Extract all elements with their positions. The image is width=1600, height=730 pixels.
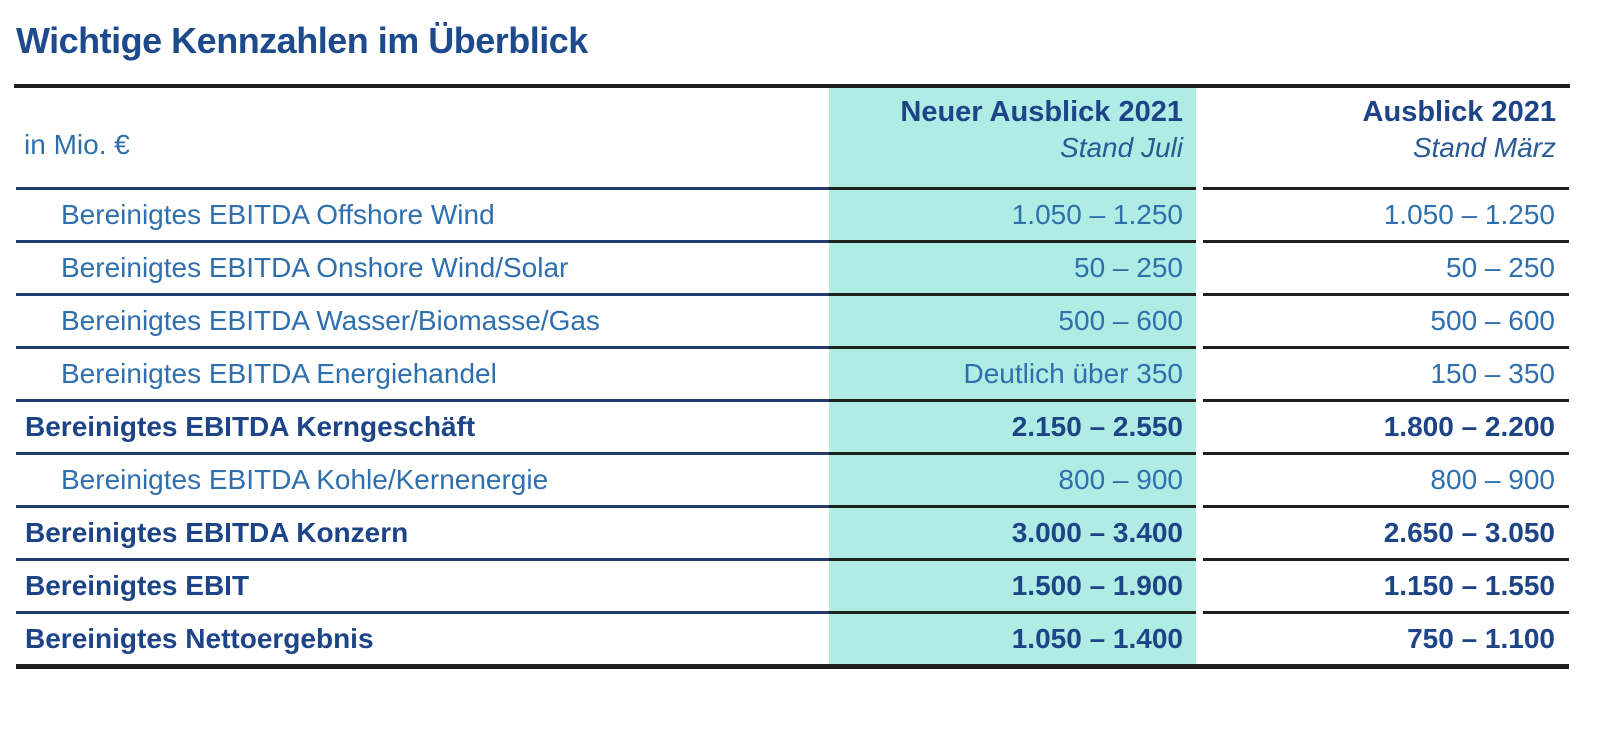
column-gap bbox=[1196, 558, 1203, 611]
column-header-new-outlook-subtitle: Stand Juli bbox=[1060, 131, 1183, 163]
kpi-table: in Mio. € Neuer Ausblick 2021 Stand Juli… bbox=[16, 88, 1569, 669]
table-row: Bereinigtes Nettoergebnis 1.050 – 1.400 … bbox=[16, 611, 1569, 664]
row-value-new-outlook: 1.050 – 1.250 bbox=[829, 187, 1196, 240]
column-gap bbox=[1196, 187, 1203, 240]
row-label: Bereinigtes EBITDA Onshore Wind/Solar bbox=[16, 240, 829, 293]
row-value-new-outlook: 50 – 250 bbox=[829, 240, 1196, 293]
column-gap bbox=[1196, 240, 1203, 293]
column-gap bbox=[1196, 399, 1203, 452]
row-label: Bereinigtes EBIT bbox=[16, 558, 829, 611]
table-row: Bereinigtes EBITDA Onshore Wind/Solar 50… bbox=[16, 240, 1569, 293]
column-header-new-outlook: Neuer Ausblick 2021 Stand Juli bbox=[829, 88, 1196, 187]
row-value-new-outlook: 2.150 – 2.550 bbox=[829, 399, 1196, 452]
column-header-new-outlook-title: Neuer Ausblick 2021 bbox=[900, 96, 1183, 128]
column-header-old-outlook-subtitle: Stand März bbox=[1412, 131, 1556, 163]
table-row: Bereinigtes EBIT 1.500 – 1.900 1.150 – 1… bbox=[16, 558, 1569, 611]
table-row: Bereinigtes EBITDA Wasser/Biomasse/Gas 5… bbox=[16, 293, 1569, 346]
row-label: Bereinigtes EBITDA Kohle/Kernenergie bbox=[16, 452, 829, 505]
unit-label: in Mio. € bbox=[24, 129, 130, 160]
row-value-old-outlook: 800 – 900 bbox=[1203, 452, 1569, 505]
table-body: Bereinigtes EBITDA Offshore Wind 1.050 –… bbox=[16, 187, 1569, 664]
row-value-old-outlook: 1.150 – 1.550 bbox=[1203, 558, 1569, 611]
row-value-old-outlook: 2.650 – 3.050 bbox=[1203, 505, 1569, 558]
column-gap bbox=[1196, 88, 1203, 187]
column-gap bbox=[1196, 346, 1203, 399]
row-value-old-outlook: 750 – 1.100 bbox=[1203, 611, 1569, 664]
table-header-row: in Mio. € Neuer Ausblick 2021 Stand Juli… bbox=[16, 88, 1569, 187]
row-label: Bereinigtes EBITDA Konzern bbox=[16, 505, 829, 558]
row-value-new-outlook: 500 – 600 bbox=[829, 293, 1196, 346]
row-value-new-outlook: 1.050 – 1.400 bbox=[829, 611, 1196, 664]
column-header-old-outlook-title: Ausblick 2021 bbox=[1362, 96, 1556, 128]
column-gap bbox=[1196, 293, 1203, 346]
row-value-old-outlook: 1.800 – 2.200 bbox=[1203, 399, 1569, 452]
row-value-old-outlook: 150 – 350 bbox=[1203, 346, 1569, 399]
row-label: Bereinigtes Nettoergebnis bbox=[16, 611, 829, 664]
row-label: Bereinigtes EBITDA Energiehandel bbox=[16, 346, 829, 399]
column-gap bbox=[1196, 611, 1203, 664]
table-row: Bereinigtes EBITDA Energiehandel Deutlic… bbox=[16, 346, 1569, 399]
table-row: Bereinigtes EBITDA Kohle/Kernenergie 800… bbox=[16, 452, 1569, 505]
row-value-new-outlook: 3.000 – 3.400 bbox=[829, 505, 1196, 558]
table-row: Bereinigtes EBITDA Offshore Wind 1.050 –… bbox=[16, 187, 1569, 240]
header-top-rule bbox=[14, 84, 1570, 88]
row-value-new-outlook: Deutlich über 350 bbox=[829, 346, 1196, 399]
table-bottom-rule bbox=[16, 664, 1569, 669]
row-value-old-outlook: 1.050 – 1.250 bbox=[1203, 187, 1569, 240]
page-title: Wichtige Kennzahlen im Überblick bbox=[16, 20, 588, 61]
column-gap bbox=[1196, 452, 1203, 505]
row-value-new-outlook: 1.500 – 1.900 bbox=[829, 558, 1196, 611]
row-label: Bereinigtes EBITDA Wasser/Biomasse/Gas bbox=[16, 293, 829, 346]
column-gap bbox=[1196, 505, 1203, 558]
column-header-old-outlook: Ausblick 2021 Stand März bbox=[1203, 88, 1569, 187]
row-value-new-outlook: 800 – 900 bbox=[829, 452, 1196, 505]
row-value-old-outlook: 500 – 600 bbox=[1203, 293, 1569, 346]
row-value-old-outlook: 50 – 250 bbox=[1203, 240, 1569, 293]
table-row: Bereinigtes EBITDA Konzern 3.000 – 3.400… bbox=[16, 505, 1569, 558]
table-row: Bereinigtes EBITDA Kerngeschäft 2.150 – … bbox=[16, 399, 1569, 452]
row-label: Bereinigtes EBITDA Offshore Wind bbox=[16, 187, 829, 240]
row-label: Bereinigtes EBITDA Kerngeschäft bbox=[16, 399, 829, 452]
